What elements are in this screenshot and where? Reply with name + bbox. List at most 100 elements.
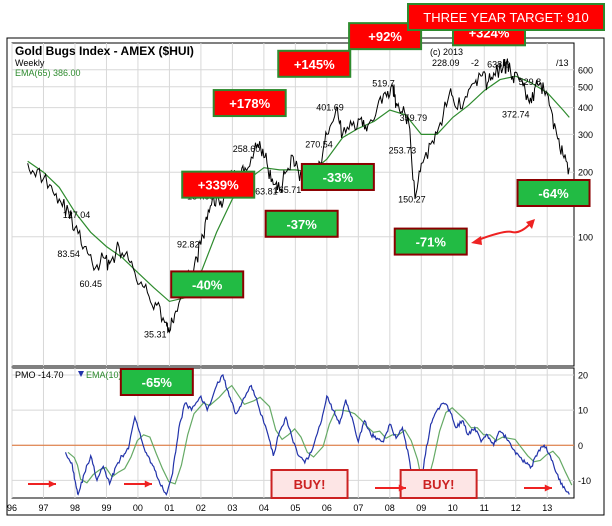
- annotation-arrows: [28, 219, 552, 492]
- price-label: 83.54: [57, 249, 80, 259]
- badge-label: -33%: [323, 170, 354, 185]
- price-y-axis: 100 200 300 400 500 600: [578, 65, 593, 242]
- badge-box: [300, 162, 375, 191]
- badge-loss: -65%: [119, 368, 194, 396]
- arrow-head-icon: [544, 484, 552, 492]
- price-y-tick-label: 300: [578, 130, 593, 140]
- buy-signal: BUY!: [270, 469, 349, 499]
- badge-label: +92%: [368, 29, 402, 44]
- x-tick-label: 13: [542, 503, 552, 513]
- pmo-y-axis: 20 10 0 -10: [578, 371, 591, 486]
- date-label-2: -2: [471, 58, 479, 68]
- gain-loss-badges: +339%+178%+145%+92% +324%-33%-37%-71%-64%…: [119, 18, 591, 396]
- x-tick-label: 98: [70, 503, 80, 513]
- price-y-tick-label: 100: [578, 232, 593, 242]
- price-labels: 127.0483.5460.4535.3192.82154.99258.6016…: [57, 60, 541, 340]
- badge-label: -65%: [142, 375, 173, 390]
- badge-loss: -40%: [170, 270, 245, 299]
- price-label: 165.71: [274, 185, 302, 195]
- badge-gain: +339%: [181, 170, 256, 199]
- buy-signal: BUY!: [399, 469, 478, 499]
- price-y-tick-label: 400: [578, 103, 593, 113]
- date-label-3: /13: [556, 58, 569, 68]
- x-tick-label: 10: [448, 503, 458, 513]
- badge-loss: -33%: [300, 162, 375, 191]
- x-tick-label: 04: [259, 503, 269, 513]
- price-label: 519.7: [372, 79, 395, 89]
- x-tick-label: 99: [101, 503, 111, 513]
- x-tick-label: 06: [322, 503, 332, 513]
- frequency-label: Weekly: [15, 58, 45, 68]
- pmo-y-tick-label: 0: [578, 441, 583, 451]
- x-tick-label: 12: [511, 503, 521, 513]
- curved-arrow: [477, 223, 531, 241]
- pmo-legend: PMO -14.70: [15, 370, 64, 380]
- badge-box: [181, 170, 256, 199]
- x-tick-label: 08: [385, 503, 395, 513]
- price-label: 35.31: [144, 329, 167, 339]
- date-label-1: 228.09: [432, 58, 460, 68]
- x-tick-label: 00: [133, 503, 143, 513]
- badge-loss: -37%: [264, 209, 339, 238]
- price-label: 401.69: [316, 103, 344, 113]
- buy-label: BUY!: [423, 477, 455, 492]
- badge-box: [170, 270, 245, 299]
- x-axis: 96 97 98 99 00 01 02 03 04 05 06 07 08 09 10 11 12 13: [7, 503, 552, 513]
- x-tick-label: 03: [227, 503, 237, 513]
- x-tick-label: 05: [290, 503, 300, 513]
- price-y-tick-label: 500: [578, 82, 593, 92]
- buy-box: [270, 469, 349, 499]
- badge-loss: -64%: [516, 178, 591, 207]
- pmo-y-tick-label: 10: [578, 406, 588, 416]
- price-panel: [11, 42, 575, 367]
- chart-title: Gold Bugs Index - AMEX ($HUI): [15, 44, 194, 58]
- ema-legend: EMA(65) 386.00: [15, 68, 81, 78]
- arrow-head-icon: [144, 480, 152, 488]
- price-label: 163.81: [250, 186, 278, 196]
- buy-box: [399, 469, 478, 499]
- x-tick-label: 01: [164, 503, 174, 513]
- price-label: 529.8: [519, 77, 542, 87]
- pmo-signal-line: [67, 384, 573, 486]
- x-tick-label: 07: [353, 503, 363, 513]
- x-tick-label: 97: [38, 503, 48, 513]
- price-label: 372.74: [502, 110, 530, 120]
- x-tick-label: 96: [7, 503, 17, 513]
- price-y-tick-label: 200: [578, 168, 593, 178]
- badge-gain: +178%: [212, 89, 287, 118]
- price-label: 127.04: [63, 210, 91, 220]
- price-label: 253.73: [389, 146, 417, 156]
- badge-gain: +145%: [277, 49, 352, 78]
- badge-box: [119, 368, 194, 396]
- pmo-line: [64, 374, 570, 499]
- badge-label: -37%: [286, 217, 317, 232]
- badge-label: -40%: [192, 277, 223, 292]
- x-tick-label: 11: [480, 503, 489, 513]
- pmo-down-arrow-icon: [78, 371, 84, 377]
- price-label: 60.45: [79, 279, 102, 289]
- pmo-y-tick-label: -10: [578, 476, 591, 486]
- target-banner: [407, 3, 605, 31]
- copyright-label: (c) 2013: [430, 47, 463, 57]
- badge-box: [393, 227, 468, 256]
- badge-box: [277, 49, 352, 78]
- badge-box: [516, 178, 591, 207]
- price-label: 150.27: [398, 194, 426, 204]
- badge-label: +145%: [294, 57, 335, 72]
- price-label: 270.54: [305, 140, 333, 150]
- arrow-head-icon: [526, 219, 535, 229]
- price-label: 92.82: [177, 239, 200, 249]
- pmo-y-tick-label: 20: [578, 371, 588, 381]
- price-label: 359.79: [400, 113, 428, 123]
- price-y-tick-label: 600: [578, 65, 593, 75]
- x-tick-label: 02: [196, 503, 206, 513]
- arrow-head-icon: [471, 236, 482, 245]
- badge-label: -64%: [538, 186, 569, 201]
- badge-label: +178%: [229, 96, 270, 111]
- target-banner-text: THREE YEAR TARGET: 910: [423, 10, 588, 25]
- badge-box: [264, 209, 339, 238]
- badge-box: [212, 89, 287, 118]
- arrow-head-icon: [398, 484, 406, 492]
- x-tick-label: 09: [416, 503, 426, 513]
